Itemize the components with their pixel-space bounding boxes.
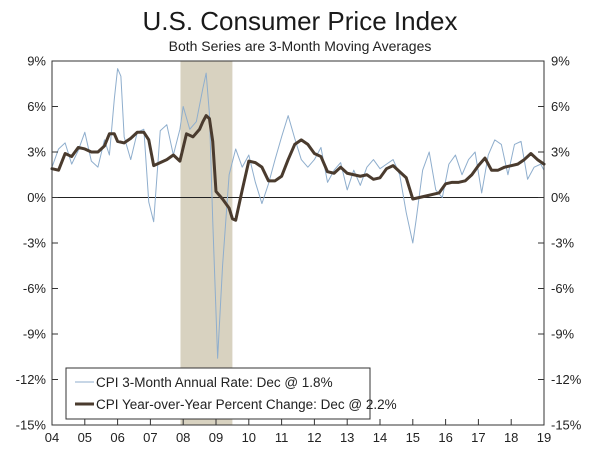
x-tick-label: 04 [45, 430, 59, 445]
legend-box [65, 367, 371, 420]
tick-label-layer: 9% 9% 6% 6% 3% 3% 0% 0% -3% -3% -6% -6% -9% -9% -12% -1… [16, 54, 582, 446]
legend-label-yoy: CPI Year-over-Year Percent Change: Dec @… [96, 397, 397, 412]
y-tick-label-left: 0% [27, 190, 46, 205]
legend: CPI 3-Month Annual Rate: Dec @ 1.8% CPI … [65, 367, 397, 420]
x-tick-label: 09 [209, 430, 223, 445]
x-tick-label: 07 [143, 430, 157, 445]
x-tick-label: 10 [242, 430, 256, 445]
y-tick-label-left: -6% [23, 281, 47, 296]
y-tick-label-left: -9% [23, 327, 47, 342]
y-tick-label-right: -6% [551, 281, 575, 296]
x-tick-label: 06 [110, 430, 124, 445]
x-tick-label: 19 [537, 430, 551, 445]
x-tick-label: 08 [176, 430, 190, 445]
x-tick-label: 17 [471, 430, 485, 445]
chart-subtitle: Both Series are 3-Month Moving Averages [168, 38, 432, 54]
y-tick-label-left: 6% [27, 99, 46, 114]
y-tick-label-right: 0% [551, 190, 570, 205]
y-tick-label-left: 3% [27, 145, 46, 160]
y-tick-label-right: -3% [551, 236, 575, 251]
y-tick-label-right: -9% [551, 327, 575, 342]
x-tick-label: 18 [504, 430, 518, 445]
x-tick-label: 13 [340, 430, 354, 445]
x-tick-label: 05 [78, 430, 92, 445]
y-tick-label-right: -12% [551, 372, 582, 387]
legend-label-3-month: CPI 3-Month Annual Rate: Dec @ 1.8% [96, 375, 333, 390]
x-tick-label: 14 [373, 430, 387, 445]
x-tick-label: 16 [438, 430, 452, 445]
y-tick-label-right: 9% [551, 54, 570, 69]
x-tick-label: 12 [307, 430, 321, 445]
y-tick-label-left: 9% [27, 54, 46, 69]
x-tick-label: 11 [275, 430, 289, 445]
y-tick-label-right: -15% [551, 418, 582, 433]
y-tick-label-left: -12% [16, 372, 47, 387]
series-line-yoy [50, 114, 546, 222]
series-layer [50, 68, 546, 359]
x-tick-label: 15 [406, 430, 420, 445]
y-tick-label-right: 3% [551, 145, 570, 160]
y-tick-label-left: -3% [23, 236, 47, 251]
y-tick-label-right: 6% [551, 99, 570, 114]
series-line-3-month [51, 68, 545, 359]
y-tick-label-left: -15% [16, 418, 47, 433]
chart-title: U.S. Consumer Price Index [142, 6, 458, 36]
tick-layer [51, 60, 545, 426]
